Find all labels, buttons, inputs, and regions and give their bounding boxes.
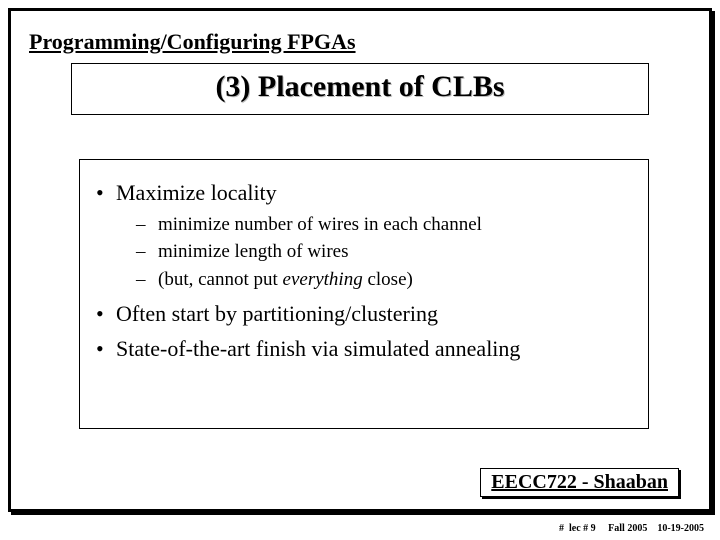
footer-meta: # lec # 9 Fall 2005 10-19-2005 [559, 523, 704, 534]
bullet-level2: minimize number of wires in each channel [94, 212, 634, 238]
slide-title: (3) Placement of CLBs [82, 70, 638, 104]
title-box: (3) Placement of CLBs [71, 63, 649, 115]
bullet-level2: (but, cannot put everything close) [94, 267, 634, 293]
bullet-text: close) [363, 269, 413, 290]
section-label: Programming/Configuring FPGAs [29, 29, 356, 55]
bullet-emphasis: everything [283, 269, 363, 290]
content-box: Maximize locality minimize number of wir… [79, 159, 649, 429]
bullet-level2: minimize length of wires [94, 239, 634, 265]
bullet-level1: Often start by partitioning/clustering [94, 299, 634, 329]
bullet-level1: Maximize locality [94, 178, 634, 208]
bullet-level1: State-of-the-art finish via simulated an… [94, 334, 634, 364]
footer-course: EECC722 - Shaaban [480, 468, 679, 497]
bullet-text: (but, cannot put [158, 269, 283, 290]
slide-frame: Programming/Configuring FPGAs (3) Placem… [8, 8, 712, 512]
